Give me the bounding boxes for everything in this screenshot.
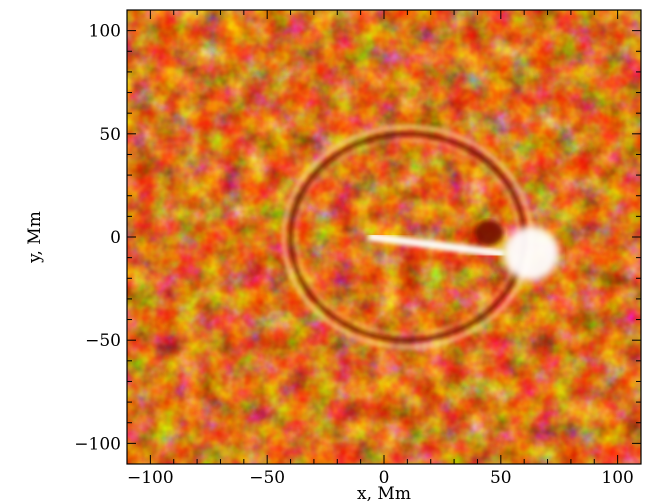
axis-ticks bbox=[126, 9, 642, 465]
x-tick-label: 100 bbox=[601, 468, 633, 488]
y-tick-label: 50 bbox=[99, 125, 121, 145]
x-axis-label: x, Mm bbox=[357, 484, 411, 503]
axis-tick-labels: −100 −50 0 50 100 −100 −50 0 50 100 bbox=[74, 22, 634, 488]
y-tick-label: −100 bbox=[74, 434, 121, 454]
x-tick-label: −100 bbox=[127, 468, 174, 488]
bright-patch bbox=[503, 226, 560, 281]
x-tick-label: 0 bbox=[379, 468, 390, 488]
dark-spot bbox=[475, 220, 504, 246]
y-tick-label: 0 bbox=[110, 228, 121, 248]
y-tick-label: 100 bbox=[89, 22, 121, 42]
y-tick-label: −50 bbox=[85, 331, 121, 351]
plot-area bbox=[127, 10, 641, 464]
bright-streak bbox=[368, 233, 505, 258]
y-axis-label: y, Mm bbox=[25, 211, 45, 264]
heatmap-features bbox=[281, 124, 560, 350]
x-tick-label: −50 bbox=[249, 468, 285, 488]
x-tick-label: 50 bbox=[490, 468, 512, 488]
